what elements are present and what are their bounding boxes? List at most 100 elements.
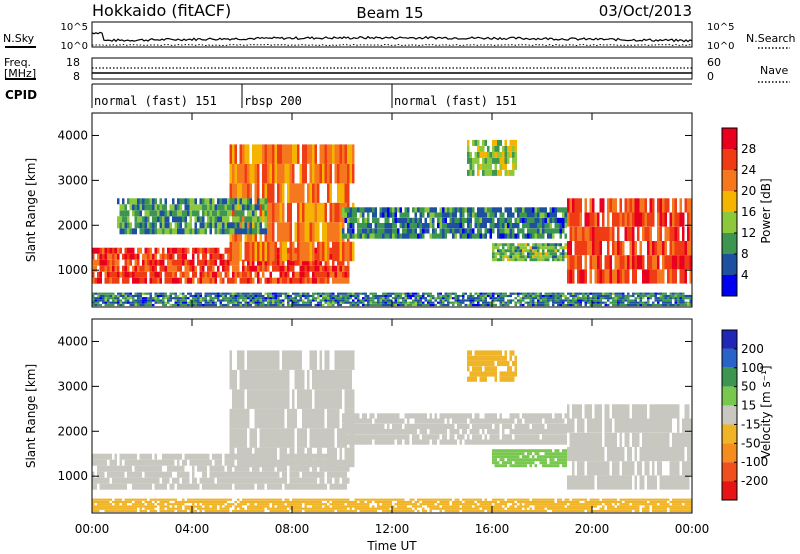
heatmap-cell (352, 212, 355, 218)
heatmap-cell (582, 475, 585, 490)
heatmap-cell (149, 297, 152, 300)
heatmap-cell (319, 277, 322, 284)
heatmap-cell (552, 292, 555, 295)
heatmap-cell (424, 429, 427, 435)
heatmap-cell (217, 483, 220, 490)
heatmap-cell (419, 212, 422, 218)
heatmap-cell (517, 458, 520, 462)
heatmap-cell (542, 255, 545, 259)
heatmap-cell (422, 418, 425, 424)
heatmap-cell (532, 223, 535, 229)
heatmap-cell (587, 475, 590, 490)
heatmap-cell (509, 217, 512, 223)
heatmap-cell (439, 223, 442, 229)
y-tick-label: 1000 (57, 263, 88, 277)
heatmap-cell (172, 259, 175, 266)
heatmap-cell (524, 464, 527, 468)
heatmap-cell (254, 369, 257, 390)
heatmap-cell (529, 233, 532, 239)
heatmap-cell (374, 429, 377, 435)
heatmap-cell (344, 439, 347, 445)
heatmap-cell (572, 212, 575, 227)
heatmap-cell (242, 350, 245, 370)
heatmap-cell (332, 144, 335, 164)
heatmap-cell (397, 303, 400, 307)
heatmap-cell (144, 277, 147, 284)
heatmap-cell (484, 223, 487, 229)
heatmap-cell (282, 389, 285, 409)
heatmap-cell (419, 223, 422, 229)
heatmap-cell (169, 465, 172, 472)
heatmap-cell (622, 461, 625, 476)
heatmap-cell (262, 471, 265, 478)
heatmap-cell (349, 217, 352, 223)
heatmap-cell (609, 418, 612, 433)
heatmap-cell (247, 447, 250, 468)
heatmap-cell (502, 301, 505, 304)
heatmap-cell (239, 369, 242, 390)
heatmap-cell (237, 210, 240, 217)
heatmap-cell (409, 292, 412, 295)
heatmap-cell (309, 202, 312, 223)
heatmap-cell (562, 461, 565, 465)
heatmap-cell (332, 259, 335, 266)
heatmap-cell (257, 369, 260, 390)
heatmap-cell (547, 258, 550, 262)
heatmap-cell (399, 297, 402, 300)
heatmap-cell (577, 404, 580, 419)
heatmap-cell (629, 226, 632, 241)
heatmap-cell (339, 299, 342, 302)
heatmap-cell (399, 418, 402, 424)
heatmap-cell (287, 265, 290, 272)
heatmap-cell (484, 434, 487, 440)
heatmap-cell (374, 439, 377, 445)
heatmap-cell (377, 301, 380, 304)
heatmap-cell (274, 299, 277, 302)
heatmap-cell (162, 477, 165, 484)
heatmap-cell (529, 246, 532, 250)
heatmap-cell (222, 228, 225, 235)
heatmap-cell (587, 294, 590, 298)
heatmap-cell (489, 292, 492, 295)
heatmap-cell (324, 294, 327, 298)
heatmap-cell (632, 241, 635, 256)
heatmap-cell (302, 271, 305, 278)
heatmap-cell (189, 210, 192, 217)
heatmap-cell (157, 247, 160, 254)
heatmap-cell (149, 459, 152, 466)
heatmap-cell (499, 350, 502, 356)
heatmap-cell (557, 303, 560, 307)
heatmap-cell (269, 350, 272, 370)
heatmap-cell (214, 271, 217, 278)
heatmap-cell (584, 301, 587, 304)
heatmap-cell (504, 223, 507, 229)
heatmap-cell (484, 292, 487, 295)
heatmap-cell (494, 246, 497, 250)
heatmap-cell (662, 269, 665, 284)
heatmap-cell (637, 301, 640, 304)
heatmap-cell (399, 212, 402, 218)
heatmap-cell (92, 453, 95, 460)
heatmap-cell (107, 297, 110, 300)
heatmap-cell (349, 297, 352, 300)
heatmap-cell (437, 418, 440, 424)
heatmap-cell (484, 212, 487, 218)
heatmap-cell (337, 265, 340, 272)
heatmap-cell (344, 434, 347, 440)
heatmap-cell (334, 369, 337, 390)
heatmap-cell (142, 483, 145, 490)
heatmap-cell (684, 241, 687, 256)
heatmap-cell (277, 202, 280, 223)
heatmap-cell (262, 294, 265, 298)
heatmap-cell (534, 429, 537, 435)
heatmap-cell (469, 371, 472, 377)
heatmap-cell (622, 299, 625, 302)
heatmap-cell (389, 301, 392, 304)
heatmap-cell (164, 301, 167, 304)
heatmap-cell (122, 265, 125, 272)
heatmap-cell (252, 144, 255, 164)
heatmap-cell (117, 247, 120, 254)
heatmap-cell (424, 223, 427, 229)
heatmap-cell (582, 294, 585, 298)
heatmap-cell (279, 265, 282, 272)
